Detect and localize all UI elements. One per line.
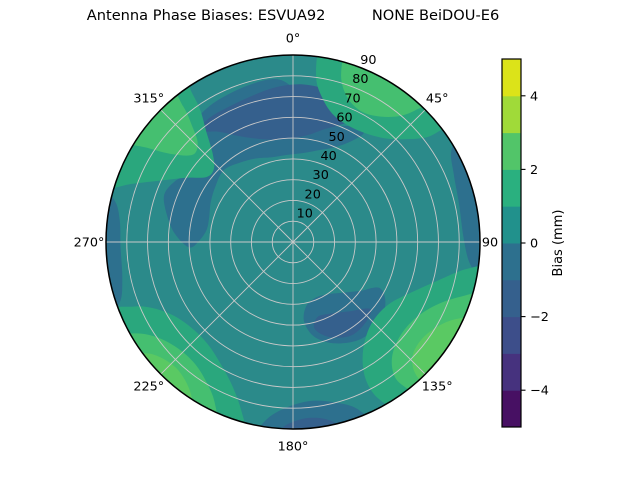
colorbar-band-8 [502, 95, 521, 134]
colorbar-axis-title: Bias (mm) [551, 210, 566, 277]
angular-tick-label-0: 0° [286, 32, 301, 47]
colorbar-band-7 [502, 132, 521, 170]
bottom-rim-blue-core-region [270, 417, 346, 429]
radial-tick-label-60: 60 [336, 111, 352, 126]
axis-labels-layer: 0° 45° 90 135° 180° 225° 270° 315° 10 20 30 40 50 60 7… [74, 32, 499, 455]
polar-grid-layer [106, 55, 480, 429]
angular-tick-label-225: 225° [133, 380, 164, 395]
colorbar-band-9 [502, 59, 521, 97]
radial-tick-label-10: 10 [297, 207, 313, 222]
radial-tick-label-70: 70 [344, 91, 360, 106]
angular-tick-label-315: 315° [133, 91, 164, 106]
south-inner-blue-core-region [313, 308, 371, 338]
angular-gridline-315 [160, 109, 294, 243]
colorbar-band-6 [502, 169, 521, 207]
radial-tick-label-50: 50 [328, 130, 344, 145]
colorbar-band-3 [502, 279, 521, 318]
radial-tick-label-80: 80 [352, 72, 368, 87]
angular-tick-label-180: 180° [278, 440, 309, 455]
colorbar-tick-label-0: 0 [530, 237, 538, 252]
angular-tick-label-270: 270° [74, 236, 105, 251]
radial-tick-label-40: 40 [320, 149, 336, 164]
nw-green-core-region [121, 86, 198, 156]
angular-gridline-225 [160, 241, 294, 375]
radial-tick-label-90: 90 [360, 53, 376, 68]
upper-blue-band-core-region [199, 84, 358, 140]
colorbar: 4 2 0 −2 −4 Bias (mm) [501, 58, 566, 428]
colorbar-tick-label-4: 4 [530, 89, 538, 104]
angular-tick-label-90: 90 [482, 236, 498, 251]
radial-tick-label-20: 20 [305, 187, 321, 202]
colorbar-tick-label--2: −2 [530, 310, 549, 325]
angular-gridline-45 [292, 109, 426, 243]
colorbar-band-2 [502, 316, 521, 354]
angular-tick-label-45: 45° [426, 91, 449, 106]
colorbar-band-5 [502, 206, 521, 244]
colorbar-band-4 [502, 243, 521, 281]
right-rim-blue-region [450, 135, 480, 283]
colorbar-tick-label-2: 2 [530, 163, 538, 178]
colorbar-band-0 [502, 390, 521, 428]
colorbar-band-1 [502, 353, 521, 391]
polar-outline-circle [105, 54, 481, 430]
angular-gridline-135 [292, 241, 426, 375]
angular-tick-label-135: 135° [422, 380, 453, 395]
chart-title: Antenna Phase Biases: ESVUA92 NONE BeiDO… [87, 7, 499, 24]
colorbar-tick-label--4: −4 [530, 384, 549, 399]
radial-tick-label-30: 30 [313, 168, 329, 183]
